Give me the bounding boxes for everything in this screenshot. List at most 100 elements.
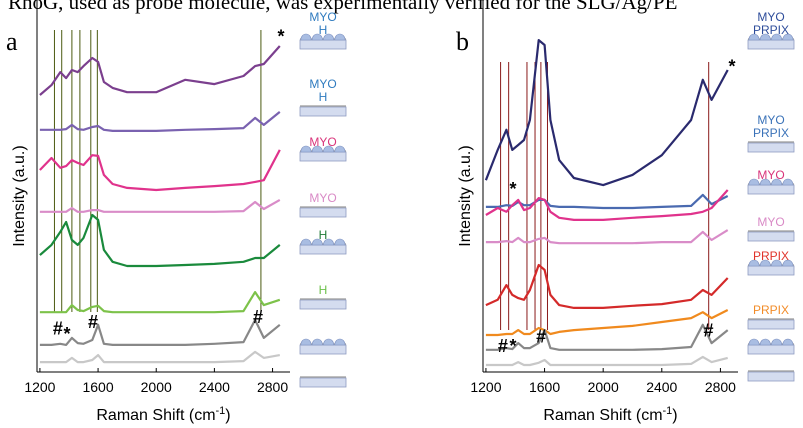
- substrate-base: [747, 371, 795, 382]
- dome: [748, 178, 760, 186]
- spectrum: [485, 323, 729, 351]
- spectrum: [39, 318, 281, 346]
- panel-label: b: [456, 27, 469, 56]
- legend-label: MYO: [309, 191, 337, 205]
- x-tick-label: 2400: [199, 379, 230, 395]
- annotation: #: [536, 327, 546, 347]
- legend-label: MYO PRPIX: [752, 10, 790, 37]
- legend-label: PRPIX: [752, 303, 790, 317]
- dome: [771, 33, 783, 41]
- spectrum: [39, 149, 281, 192]
- dome: [782, 259, 794, 267]
- substrate-icon-domes: [747, 178, 795, 195]
- dome: [782, 33, 794, 41]
- legend-label: MYO H: [309, 77, 337, 104]
- x-axis-label-text: Raman Shift (cm: [96, 407, 215, 424]
- substrate-icon-flat: [299, 298, 347, 310]
- header-text: RhoG, used as probe molecule, was experi…: [8, 0, 678, 14]
- annotation: #: [88, 312, 98, 332]
- legend-label: MYO: [757, 215, 785, 229]
- dome: [334, 238, 346, 246]
- dome: [311, 145, 323, 153]
- x-tick-label: 2000: [588, 379, 619, 395]
- x-tick-label: 2800: [257, 379, 288, 395]
- dome: [748, 259, 760, 267]
- x-axis-label-text: Raman Shift (cm: [543, 407, 662, 424]
- panel-label: a: [6, 27, 18, 56]
- spectrum: [484, 39, 729, 187]
- x-axis-label-sup: -1: [663, 405, 673, 417]
- dome: [748, 338, 760, 346]
- x-tick-label: 2000: [141, 379, 172, 395]
- legend-label: MYO PRPIX: [752, 113, 790, 140]
- dome: [300, 238, 312, 246]
- substrate-base: [747, 319, 795, 330]
- spectrum: [39, 111, 281, 132]
- legend-label: MYO: [309, 135, 337, 149]
- dome: [311, 238, 323, 246]
- substrate-icon-domes: [299, 33, 347, 50]
- spectrum: [485, 229, 729, 245]
- dome: [759, 178, 771, 186]
- dome: [323, 238, 335, 246]
- substrate-base: [299, 39, 347, 50]
- substrate-icon-domes: [299, 238, 347, 255]
- spectrum: [39, 213, 281, 268]
- annotation: *: [510, 179, 517, 199]
- substrate-icon-flat: [747, 230, 795, 242]
- annotation: #: [704, 321, 714, 341]
- legend-label: MYO H: [309, 10, 337, 37]
- dome: [323, 145, 335, 153]
- x-tick-label: 1600: [82, 379, 113, 395]
- annotation: #: [498, 336, 508, 356]
- dome: [300, 338, 312, 346]
- substrate-icon-flat: [299, 376, 347, 388]
- dome: [334, 33, 346, 41]
- spectrum: [39, 198, 281, 213]
- x-tick-label: 2800: [705, 379, 736, 395]
- substrate-base: [299, 377, 347, 388]
- substrate-base: [747, 265, 795, 276]
- dome: [300, 33, 312, 41]
- dome: [311, 33, 323, 41]
- substrate-base: [299, 106, 347, 117]
- x-tick-label: 1200: [24, 379, 55, 395]
- substrate-icon-domes: [747, 338, 795, 355]
- substrate-icon-flat: [747, 370, 795, 382]
- spectrum: [485, 309, 729, 337]
- annotation: #: [53, 319, 63, 339]
- dome: [311, 338, 323, 346]
- dome: [323, 338, 335, 346]
- x-tick-label: 1600: [529, 379, 560, 395]
- legend-label: MYO: [757, 168, 785, 182]
- x-tick-label: 2400: [646, 379, 677, 395]
- legend-label: H: [318, 228, 328, 242]
- y-axis-label: Intensity (a.u.): [11, 145, 28, 246]
- substrate-icon-domes: [747, 33, 795, 50]
- substrate-icon-flat: [299, 206, 347, 218]
- dome: [782, 338, 794, 346]
- substrate-icon-flat: [747, 318, 795, 330]
- dome: [300, 145, 312, 153]
- substrate-base: [299, 344, 347, 355]
- x-axis-label-sup: -1: [216, 405, 226, 417]
- substrate-base: [299, 299, 347, 310]
- x-axis-label-close: ): [672, 407, 677, 424]
- spectrum: [485, 355, 728, 367]
- spectrum: [39, 45, 281, 96]
- substrate-icon-domes: [747, 259, 795, 276]
- substrate-base: [747, 184, 795, 195]
- dome: [759, 259, 771, 267]
- x-axis-label: Raman Shift (cm-1): [543, 405, 677, 424]
- spectrum: [485, 189, 729, 221]
- annotation: *: [63, 324, 70, 344]
- annotation: #: [253, 307, 263, 327]
- dome: [771, 338, 783, 346]
- legend-label: PRPIX: [752, 249, 790, 263]
- dome: [323, 33, 335, 41]
- dome: [771, 259, 783, 267]
- dome: [334, 338, 346, 346]
- dome: [759, 33, 771, 41]
- substrate-icon-domes: [299, 145, 347, 162]
